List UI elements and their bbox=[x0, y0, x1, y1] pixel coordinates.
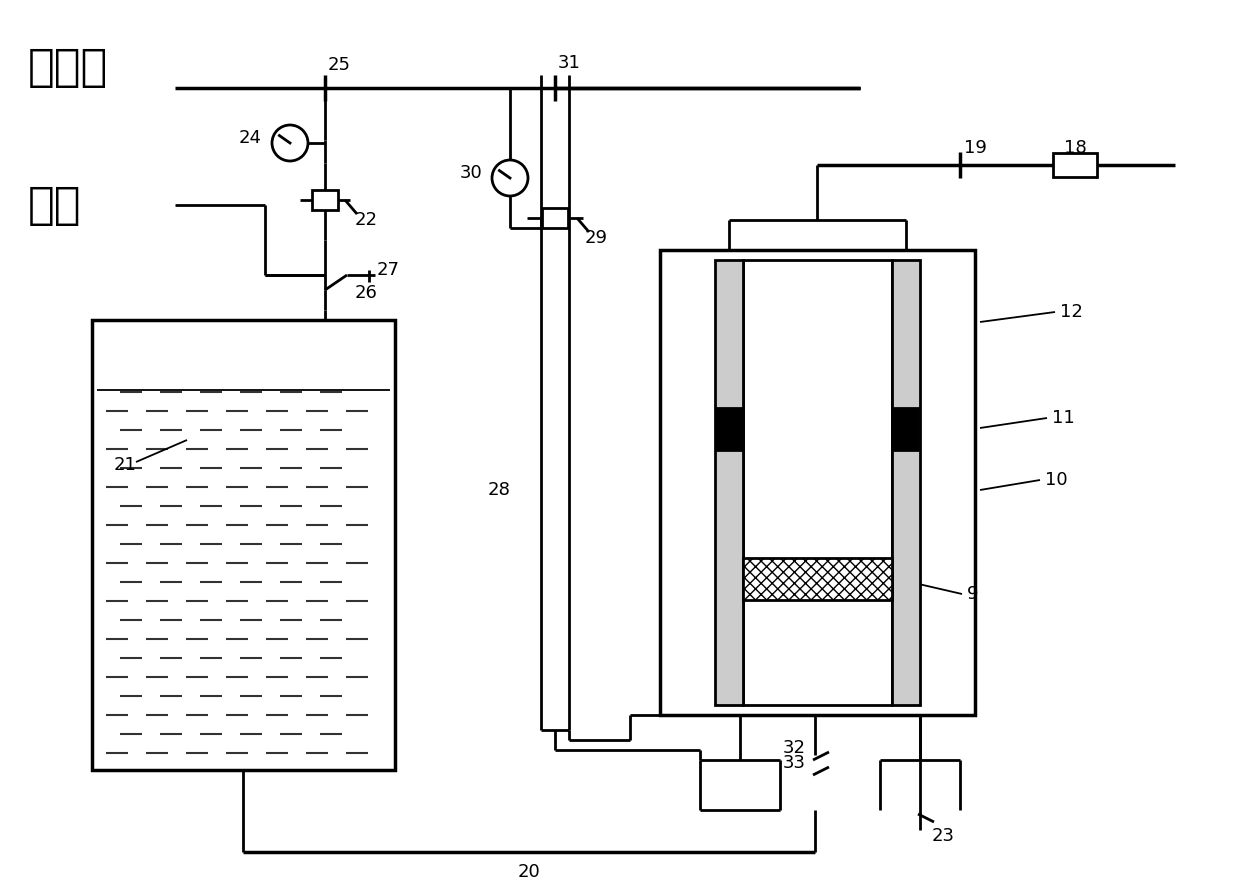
Text: 11: 11 bbox=[1052, 409, 1075, 427]
Text: 26: 26 bbox=[355, 284, 378, 302]
Text: 水源: 水源 bbox=[29, 184, 82, 226]
Bar bbox=[743, 558, 892, 600]
Bar bbox=[715, 260, 743, 705]
Text: 25: 25 bbox=[329, 56, 351, 74]
Text: 21: 21 bbox=[114, 456, 136, 474]
Bar bbox=[717, 408, 742, 450]
Text: 30: 30 bbox=[459, 164, 482, 182]
Text: 32: 32 bbox=[782, 739, 806, 757]
Text: 23: 23 bbox=[932, 827, 955, 845]
Text: 33: 33 bbox=[782, 754, 806, 772]
Circle shape bbox=[492, 160, 528, 196]
Bar bbox=[660, 250, 975, 715]
Text: 10: 10 bbox=[1045, 471, 1068, 489]
Text: 12: 12 bbox=[1060, 303, 1083, 321]
Bar bbox=[892, 260, 920, 705]
Text: 气压源: 气压源 bbox=[29, 46, 108, 89]
Bar bbox=[542, 208, 568, 228]
Text: 29: 29 bbox=[585, 229, 608, 247]
Text: 19: 19 bbox=[963, 139, 987, 157]
Bar bbox=[894, 408, 918, 450]
Text: 18: 18 bbox=[1064, 139, 1086, 157]
Circle shape bbox=[272, 125, 308, 161]
Bar bbox=[312, 190, 339, 210]
Bar bbox=[743, 260, 892, 705]
Text: 31: 31 bbox=[558, 54, 580, 72]
Bar bbox=[1053, 153, 1097, 177]
Bar bbox=[92, 320, 396, 770]
Text: 9: 9 bbox=[967, 585, 978, 603]
Text: 20: 20 bbox=[517, 863, 541, 881]
Text: 28: 28 bbox=[487, 481, 510, 499]
Text: 24: 24 bbox=[239, 129, 262, 147]
Text: 27: 27 bbox=[377, 261, 401, 279]
Text: 22: 22 bbox=[355, 211, 378, 229]
